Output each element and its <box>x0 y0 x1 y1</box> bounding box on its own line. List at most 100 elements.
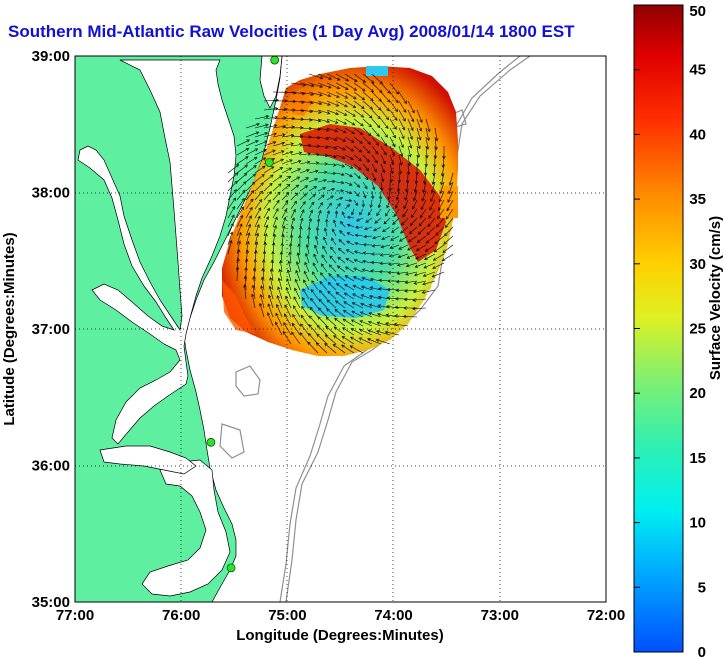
velocity-arrow <box>368 303 382 309</box>
colorbar-tick-label: 30 <box>689 256 706 273</box>
velocity-arrow <box>335 291 346 300</box>
velocity-arrow <box>308 324 319 336</box>
velocity-arrow <box>420 199 427 211</box>
velocity-arrow <box>323 236 328 246</box>
velocity-arrow <box>407 235 418 243</box>
velocity-arrow <box>272 216 278 228</box>
velocity-arrow <box>362 109 373 119</box>
velocity-field <box>222 66 458 356</box>
velocity-arrow <box>326 210 330 219</box>
velocity-arrow <box>371 172 377 182</box>
velocity-arrow <box>388 181 392 192</box>
velocity-arrow <box>408 226 418 235</box>
velocity-arrow <box>379 253 391 257</box>
velocity-arrow <box>438 199 445 211</box>
velocity-arrow <box>268 285 274 300</box>
velocity-arrow <box>341 344 355 354</box>
velocity-arrow <box>299 332 310 345</box>
velocity-arrow <box>268 294 274 309</box>
velocity-arrow <box>342 327 355 336</box>
velocity-arrow <box>380 82 391 94</box>
velocity-arrow <box>290 184 300 192</box>
velocity-arrow <box>293 305 301 318</box>
velocity-arrow <box>367 320 382 327</box>
velocity-arrow <box>354 241 364 246</box>
velocity-arrow <box>429 199 436 211</box>
velocity-arrow <box>334 210 339 219</box>
velocity-arrow <box>317 209 322 219</box>
velocity-arrow <box>245 190 255 201</box>
colorbar-ticks: 0 5 10 15 20 25 30 35 40 45 50 <box>634 3 706 659</box>
velocity-arrow <box>432 262 445 269</box>
velocity-arrow <box>421 289 436 294</box>
velocity-arrow <box>353 172 361 179</box>
velocity-arrow <box>320 263 328 273</box>
velocity-arrow <box>362 172 369 181</box>
velocity-arrow <box>335 203 341 210</box>
velocity-arrow <box>337 247 346 255</box>
velocity-arrow <box>278 268 283 282</box>
latitude-tick-label: 37:00 <box>32 321 70 338</box>
velocity-arrow <box>317 127 330 132</box>
velocity-arrow <box>245 206 253 219</box>
velocity-arrow <box>409 217 418 227</box>
velocity-arrow <box>299 217 304 228</box>
velocity-arrow <box>252 275 256 291</box>
velocity-arrow <box>369 286 382 291</box>
colorbar-tick-label: 10 <box>689 515 706 532</box>
velocity-arrow <box>407 244 418 251</box>
velocity-arrow <box>326 145 338 150</box>
velocity-arrow <box>303 279 310 291</box>
velocity-arrow <box>281 133 295 138</box>
velocity-arrow <box>401 217 409 226</box>
x-axis-label: Longitude (Degrees:Minutes) <box>236 627 444 644</box>
velocity-arrow <box>343 292 355 300</box>
velocity-arrow <box>331 237 337 246</box>
velocity-arrow <box>352 284 364 291</box>
velocity-arrow <box>324 334 337 345</box>
velocity-arrow <box>445 208 454 220</box>
velocity-arrow <box>292 313 301 327</box>
velocity-arrow <box>426 226 436 236</box>
velocity-arrow <box>295 269 301 282</box>
velocity-arrow <box>344 172 353 178</box>
velocity-arrow <box>425 127 430 142</box>
velocity-arrow <box>371 244 382 248</box>
velocity-arrow <box>299 169 310 174</box>
velocity-arrow <box>399 235 409 242</box>
velocity-arrow <box>299 226 303 237</box>
velocity-arrow <box>308 100 323 106</box>
velocity-arrow <box>368 312 382 318</box>
velocity-arrow <box>359 320 373 327</box>
velocity-arrow <box>352 293 364 300</box>
velocity-arrow <box>272 167 284 174</box>
velocity-arrow <box>245 173 256 183</box>
velocity-arrow <box>353 199 359 207</box>
velocity-arrow <box>389 100 398 113</box>
velocity-arrow <box>344 163 354 169</box>
velocity-arrow <box>299 143 312 148</box>
velocity-arrow <box>316 324 328 336</box>
velocity-arrow <box>362 259 373 264</box>
velocity-arrow <box>341 211 346 219</box>
velocity-arrow <box>315 342 328 354</box>
velocity-arrow <box>290 200 297 210</box>
velocity-arrow <box>332 228 337 237</box>
velocity-arrow <box>369 294 382 300</box>
colorbar-tick-label: 5 <box>698 579 706 596</box>
velocity-arrow <box>288 242 293 255</box>
velocity-arrow <box>263 233 268 246</box>
velocity-arrow <box>389 163 394 174</box>
station-marker <box>264 158 274 167</box>
velocity-arrow <box>407 100 415 114</box>
velocity-arrow <box>336 265 346 273</box>
velocity-arrow <box>362 163 370 172</box>
velocity-arrow <box>344 109 356 117</box>
velocity-arrow <box>326 100 340 107</box>
velocity-arrow <box>251 284 256 300</box>
velocity-arrow <box>421 190 427 202</box>
velocity-arrow <box>290 109 305 113</box>
colorbar-label: Surface Velocity (cm/s) <box>707 216 724 380</box>
velocity-arrow <box>374 217 382 224</box>
latitude-tick-label: 36:00 <box>32 458 70 475</box>
